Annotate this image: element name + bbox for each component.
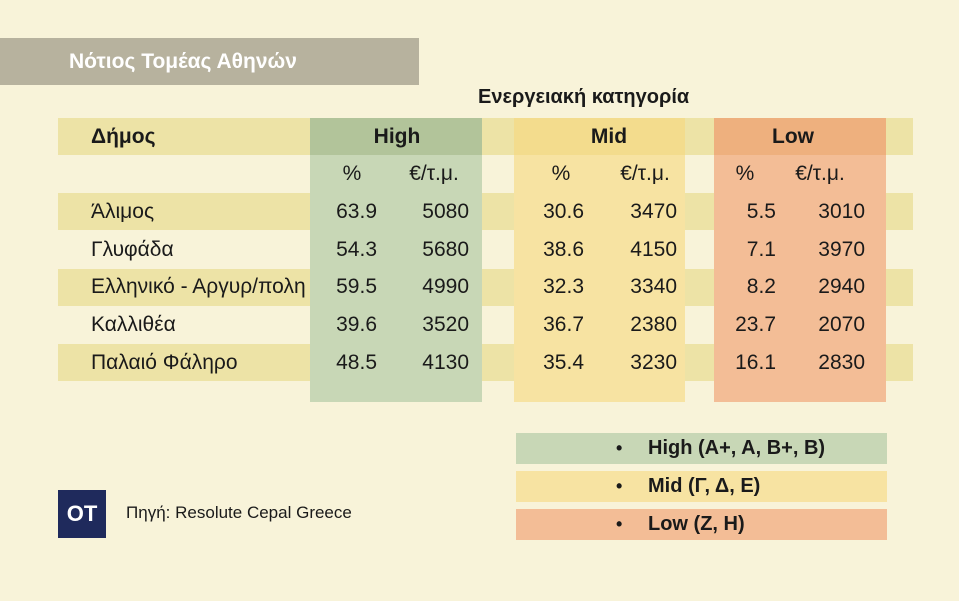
municipality-name: Παλαιό Φάληρο [91,350,238,374]
sub-header-mid-percent: % [551,162,571,186]
sub-header-high-percent: % [342,162,362,186]
legend-label: Low (Z, H) [648,513,745,535]
ot-logo: OT [58,490,106,538]
high-price-value: 4990 [422,275,469,299]
bullet-icon: • [616,476,623,496]
mid-price-value: 3340 [630,275,677,299]
low-header-band [714,118,886,155]
legend-label: High (A+, A, B+, B) [648,437,826,459]
high-column-band [310,118,482,402]
low-price-value: 2940 [818,275,865,299]
legend-item-mid: • Mid (Γ, Δ, Ε) [516,471,887,502]
high-price-value: 5680 [422,237,469,261]
low-column-band [714,118,886,402]
low-percent-value: 7.1 [746,237,776,261]
municipality-name: Άλιμος [91,199,155,223]
high-price-value: 5080 [422,199,469,223]
mid-percent-value: 36.7 [543,313,584,336]
mid-percent-value: 38.6 [543,237,584,261]
page-title: Νότιος Τομέας Αθηνών [0,38,419,85]
high-percent-value: 39.6 [336,313,377,336]
high-percent-value: 48.5 [336,350,377,374]
low-price-value: 3010 [818,199,865,223]
high-price-value: 4130 [422,350,469,374]
group-header-low: Low [772,124,814,148]
high-header-band [310,118,482,155]
legend-item-low: • Low (Z, H) [516,509,887,540]
mid-column-band [514,118,685,402]
sub-header-low-price: €/τ.μ. [795,162,845,186]
high-percent-value: 63.9 [336,199,377,223]
legend-label: Mid (Γ, Δ, Ε) [648,475,761,497]
sub-header-high-price: €/τ.μ. [409,162,459,186]
energy-category-header: Ενεργειακή κατηγορία [478,86,690,108]
high-percent-value: 54.3 [336,237,377,261]
column-header-municipality: Δήμος [91,124,156,148]
mid-percent-value: 35.4 [543,350,584,374]
high-percent-value: 59.5 [336,275,377,299]
mid-price-value: 3470 [630,199,677,223]
low-percent-value: 8.2 [746,275,776,299]
municipality-name: Γλυφάδα [91,237,174,261]
municipality-name: Ελληνικό - Αργυρ/πολη [91,275,306,299]
mid-price-value: 3230 [630,350,677,374]
low-price-value: 2830 [818,350,865,374]
legend-item-high: • High (A+, A, B+, B) [516,433,887,464]
sub-header-low-percent: % [735,162,755,186]
bullet-icon: • [616,514,623,534]
group-header-high: High [373,124,421,148]
mid-percent-value: 32.3 [543,275,584,299]
mid-percent-value: 30.6 [543,199,584,223]
group-header-mid: Mid [590,124,628,148]
low-percent-value: 16.1 [735,350,776,374]
source-note: Πηγή: Resolute Cepal Greece [126,503,352,522]
low-price-value: 2070 [818,313,865,336]
sub-header-mid-price: €/τ.μ. [620,162,670,186]
mid-price-value: 2380 [630,313,677,336]
low-percent-value: 5.5 [746,199,776,223]
low-price-value: 3970 [818,237,865,261]
municipality-name: Καλλιθέα [91,313,176,336]
bullet-icon: • [616,438,623,458]
low-percent-value: 23.7 [735,313,776,336]
mid-header-band [514,118,685,155]
high-price-value: 3520 [422,313,469,336]
mid-price-value: 4150 [630,237,677,261]
